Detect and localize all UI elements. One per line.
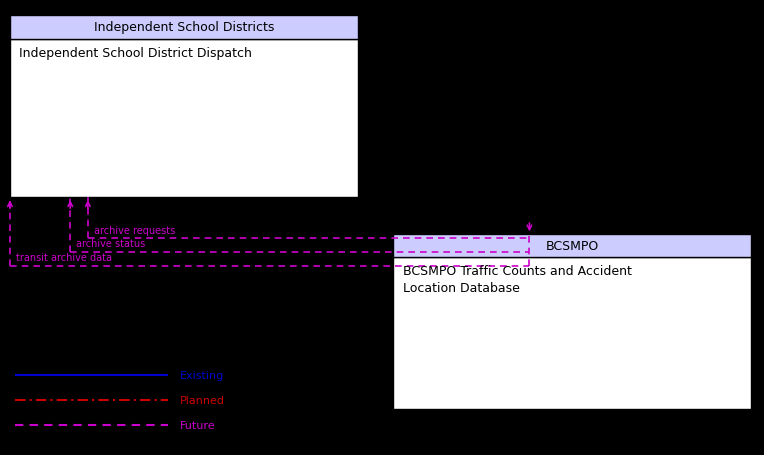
Text: Independent School Districts: Independent School Districts xyxy=(93,21,274,34)
Bar xyxy=(10,40,358,198)
Text: BCSMPO: BCSMPO xyxy=(545,239,599,252)
Text: transit archive data: transit archive data xyxy=(16,253,112,263)
Text: archive requests: archive requests xyxy=(94,225,175,235)
Text: Existing: Existing xyxy=(180,370,224,380)
Text: Independent School District Dispatch: Independent School District Dispatch xyxy=(19,46,252,60)
Bar xyxy=(393,234,751,257)
Bar xyxy=(10,16,358,40)
Text: Planned: Planned xyxy=(180,395,225,405)
Text: Future: Future xyxy=(180,420,215,430)
Text: BCSMPO Traffic Counts and Accident
Location Database: BCSMPO Traffic Counts and Accident Locat… xyxy=(403,264,632,294)
Bar xyxy=(393,257,751,410)
Text: archive status: archive status xyxy=(76,239,146,249)
